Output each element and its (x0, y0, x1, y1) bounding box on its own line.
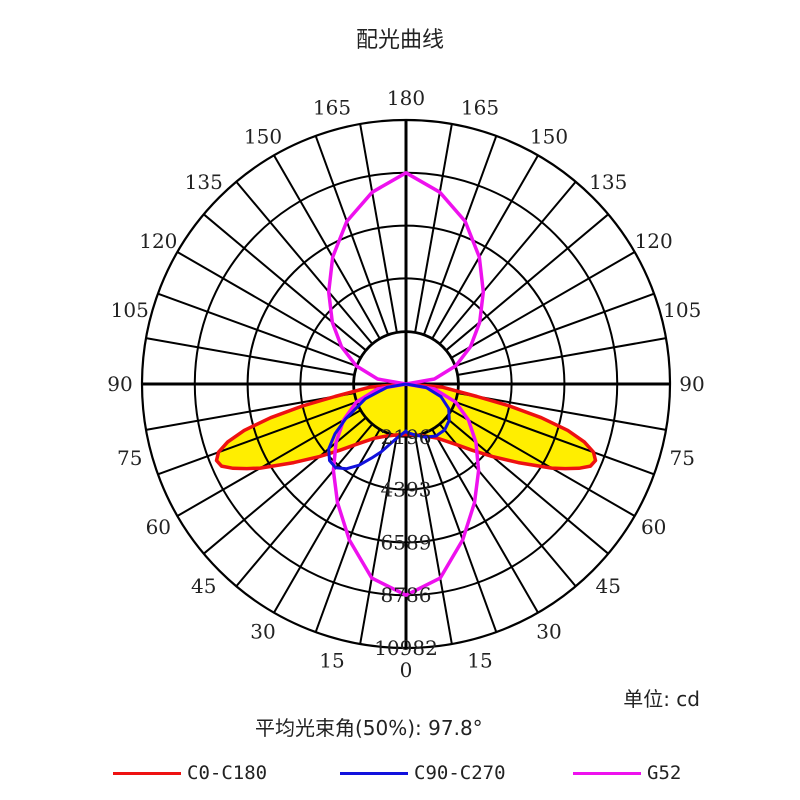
grid-spoke (450, 409, 636, 517)
grid-spoke (203, 416, 367, 555)
legend-label: G52 (647, 762, 682, 784)
angle-label: 165 (461, 96, 499, 120)
grid-spoke (431, 428, 539, 614)
legend-item-g52: G52 (573, 760, 681, 786)
angle-label: 150 (530, 124, 568, 148)
grid-spoke (314, 432, 390, 633)
grid-spoke (314, 135, 390, 336)
angle-label: 120 (635, 229, 673, 253)
angle-label: 105 (111, 298, 149, 322)
grid-spoke (235, 181, 374, 345)
angle-label: 75 (670, 446, 695, 470)
angle-label: 90 (679, 372, 704, 396)
angle-label: 45 (191, 574, 216, 598)
angle-label: 90 (107, 372, 132, 396)
grid-spoke (454, 400, 655, 476)
series-layer (214, 171, 598, 597)
grid-spoke (445, 416, 609, 555)
grid-spoke (438, 423, 577, 587)
angle-label: 75 (117, 446, 142, 470)
grid-spoke (445, 213, 609, 352)
grid-spoke (454, 292, 655, 368)
radial-tick-label: 8786 (381, 583, 432, 607)
grid-spoke (414, 435, 453, 645)
angle-label: 135 (185, 170, 223, 194)
legend-item-c0-c180: C0-C180 (113, 760, 267, 786)
legend-swatch (573, 771, 641, 775)
grid-spoke (438, 181, 577, 345)
grid-spoke (414, 123, 453, 333)
series-line-c90-c270 (327, 382, 451, 471)
legend-item-c90-c270: C90-C270 (340, 760, 506, 786)
legend-swatch (113, 771, 181, 775)
angle-label: 60 (641, 515, 666, 539)
angle-label: 0 (400, 658, 413, 682)
grid-spoke (273, 154, 381, 340)
grid-spoke (359, 123, 398, 333)
chart-title: 配光曲线 (355, 28, 444, 53)
legend-label: C0-C180 (187, 762, 268, 784)
grid-spoke (145, 337, 355, 376)
angle-label: 135 (589, 170, 627, 194)
grid-spoke (450, 251, 636, 359)
angle-label: 105 (663, 298, 701, 322)
unit-label: 单位: cd (623, 687, 700, 711)
radial-tick-label: 10982 (374, 636, 438, 660)
grid-spoke (176, 409, 362, 517)
radial-tick-label: 4393 (381, 478, 432, 502)
grid-spoke (157, 400, 358, 476)
grid-spoke (157, 292, 358, 368)
angle-label: 180 (387, 86, 425, 110)
grid-spoke (203, 213, 367, 352)
grid-spoke (422, 432, 498, 633)
angle-label: 120 (139, 229, 177, 253)
angle-label: 15 (467, 648, 492, 672)
angle-label: 30 (250, 620, 275, 644)
angle-label: 30 (536, 620, 561, 644)
angle-label: 60 (146, 515, 171, 539)
angle-label: 45 (596, 574, 621, 598)
grid-spoke (422, 135, 498, 336)
grid-spoke (431, 154, 539, 340)
legend-label: C90-C270 (414, 762, 506, 784)
grid-spoke (176, 251, 362, 359)
grid-spoke (235, 423, 374, 587)
angle-label: 165 (313, 96, 351, 120)
grid-spoke (457, 337, 667, 376)
grid-spoke (273, 428, 381, 614)
angle-label: 150 (244, 124, 282, 148)
legend-swatch (340, 771, 408, 775)
radial-tick-label: 6589 (381, 530, 432, 554)
beam-angle-label: 平均光束角(50%): 97.8° (255, 716, 483, 740)
radial-tick-label: 2196 (381, 425, 432, 449)
grid-spoke (359, 435, 398, 645)
angle-label: 15 (319, 648, 344, 672)
